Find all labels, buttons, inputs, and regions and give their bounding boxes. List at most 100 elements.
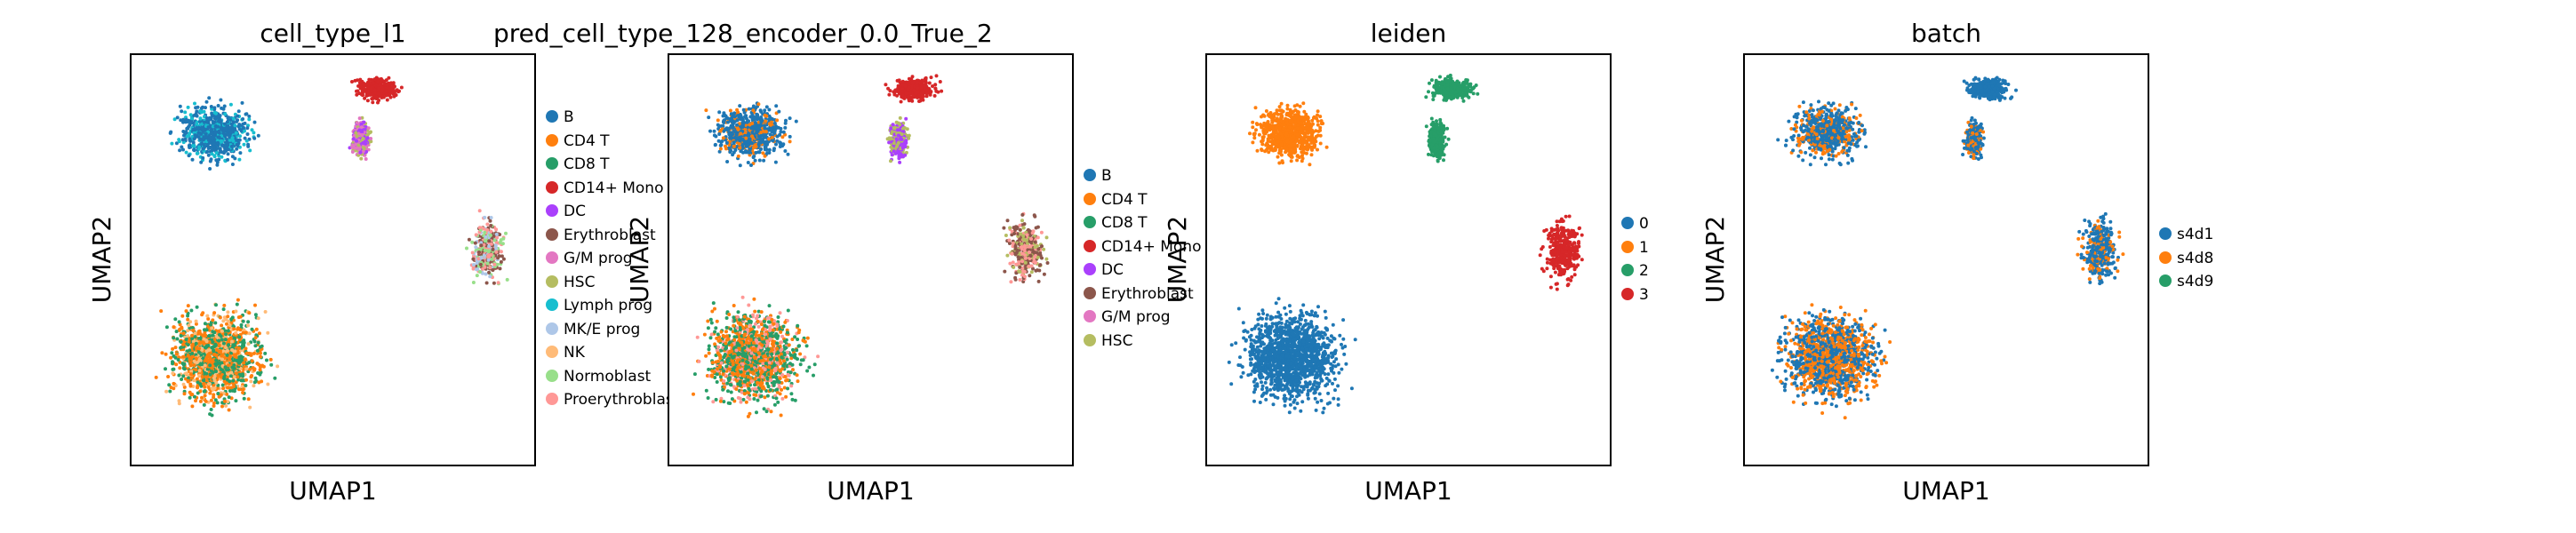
scatter-point bbox=[188, 395, 192, 400]
scatter-point bbox=[781, 130, 786, 134]
scatter-point bbox=[212, 395, 216, 400]
scatter-point bbox=[214, 370, 218, 374]
scatter-point bbox=[237, 123, 242, 127]
plot-area bbox=[668, 53, 1074, 466]
scatter-point bbox=[229, 130, 234, 134]
scatter-point bbox=[692, 392, 695, 396]
scatter-point bbox=[242, 396, 246, 401]
scatter-point bbox=[484, 281, 489, 285]
scatter-point bbox=[249, 379, 253, 384]
scatter-point bbox=[198, 362, 203, 367]
scatter-point bbox=[177, 402, 181, 406]
scatter-point bbox=[483, 248, 487, 252]
scatter-point bbox=[492, 262, 497, 266]
scatter-point bbox=[355, 134, 359, 139]
scatter-point bbox=[816, 354, 820, 359]
scatter-point bbox=[736, 154, 740, 158]
scatter-point bbox=[213, 343, 218, 347]
scatter-point bbox=[212, 135, 216, 139]
scatter-point bbox=[184, 338, 188, 342]
scatter-point bbox=[230, 136, 235, 140]
scatter-point bbox=[196, 385, 199, 389]
scatter-point bbox=[205, 143, 210, 147]
scatter-point bbox=[377, 99, 381, 102]
scatter-point bbox=[711, 301, 716, 306]
scatter-point bbox=[769, 128, 773, 132]
scatter-point bbox=[254, 333, 259, 338]
scatter-point bbox=[764, 130, 768, 134]
scatter-point bbox=[193, 133, 197, 138]
scatter-point bbox=[226, 143, 230, 147]
scatter-point bbox=[177, 320, 181, 324]
scatter-point bbox=[217, 129, 221, 133]
scatter-point bbox=[484, 235, 488, 239]
scatter-point bbox=[244, 378, 248, 382]
scatter-point bbox=[366, 126, 371, 131]
scatter-point bbox=[244, 384, 248, 387]
legend-label: Normoblast bbox=[564, 367, 652, 386]
scatter-point bbox=[171, 346, 175, 351]
scatter-point bbox=[362, 86, 366, 91]
scatter-point bbox=[778, 311, 782, 315]
scatter-point bbox=[181, 366, 186, 370]
scatter-point bbox=[253, 336, 258, 340]
scatter-point bbox=[204, 338, 208, 342]
scatter-point bbox=[365, 82, 370, 86]
scatter-point bbox=[233, 123, 237, 128]
scatter-point bbox=[350, 143, 355, 147]
scatter-point bbox=[399, 85, 404, 90]
legend-label: Erythroblast bbox=[564, 226, 656, 244]
scatter-point bbox=[172, 386, 176, 391]
x-axis-label: UMAP1 bbox=[289, 476, 377, 505]
scatter-point bbox=[724, 316, 729, 320]
scatter-point bbox=[746, 119, 750, 123]
scatter-point bbox=[190, 157, 195, 162]
scatter-point bbox=[234, 399, 238, 403]
scatter-point bbox=[228, 102, 233, 107]
scatter-point bbox=[228, 354, 233, 359]
scatter-point bbox=[239, 322, 244, 327]
scatter-point bbox=[735, 136, 740, 140]
scatter-point bbox=[174, 330, 179, 334]
scatter-point bbox=[247, 311, 252, 315]
scatter-point bbox=[359, 122, 364, 126]
scatter-point bbox=[219, 98, 223, 102]
scatter-point bbox=[168, 131, 172, 135]
scatter-point bbox=[477, 226, 482, 230]
scatter-point bbox=[179, 340, 183, 344]
scatter-point bbox=[188, 356, 192, 361]
scatter-point bbox=[224, 368, 228, 372]
scatter-point bbox=[243, 121, 247, 125]
scatter-point bbox=[707, 351, 711, 355]
scatter-point bbox=[225, 322, 228, 326]
scatter-point bbox=[172, 367, 176, 371]
legend-item: CD4 T bbox=[546, 131, 610, 152]
scatter-point bbox=[727, 126, 732, 131]
scatter-point bbox=[715, 380, 719, 384]
scatter-point bbox=[211, 318, 215, 322]
legend-item: Lymph prog bbox=[546, 295, 652, 316]
scatter-point bbox=[711, 400, 716, 404]
scatter-point bbox=[232, 363, 236, 367]
scatter-point bbox=[774, 142, 778, 147]
scatter-point bbox=[216, 104, 220, 107]
scatter-point bbox=[365, 99, 370, 103]
scatter-point bbox=[498, 266, 502, 271]
scatter-point bbox=[240, 100, 244, 105]
scatter-point bbox=[212, 376, 216, 380]
scatter-point bbox=[805, 336, 810, 340]
scatter-point bbox=[186, 105, 190, 109]
scatter-point bbox=[190, 326, 195, 330]
scatter-point bbox=[195, 305, 199, 309]
scatter-point bbox=[248, 367, 252, 371]
scatter-point bbox=[227, 115, 231, 120]
scatter-point bbox=[188, 363, 193, 368]
scatter-point bbox=[796, 344, 801, 348]
scatter-point bbox=[731, 123, 735, 127]
scatter-point bbox=[214, 111, 218, 115]
scatter-point bbox=[247, 115, 252, 118]
scatter-point bbox=[786, 386, 790, 391]
scatter-point bbox=[718, 147, 723, 151]
scatter-point bbox=[473, 241, 477, 245]
scatter-point bbox=[206, 348, 211, 353]
